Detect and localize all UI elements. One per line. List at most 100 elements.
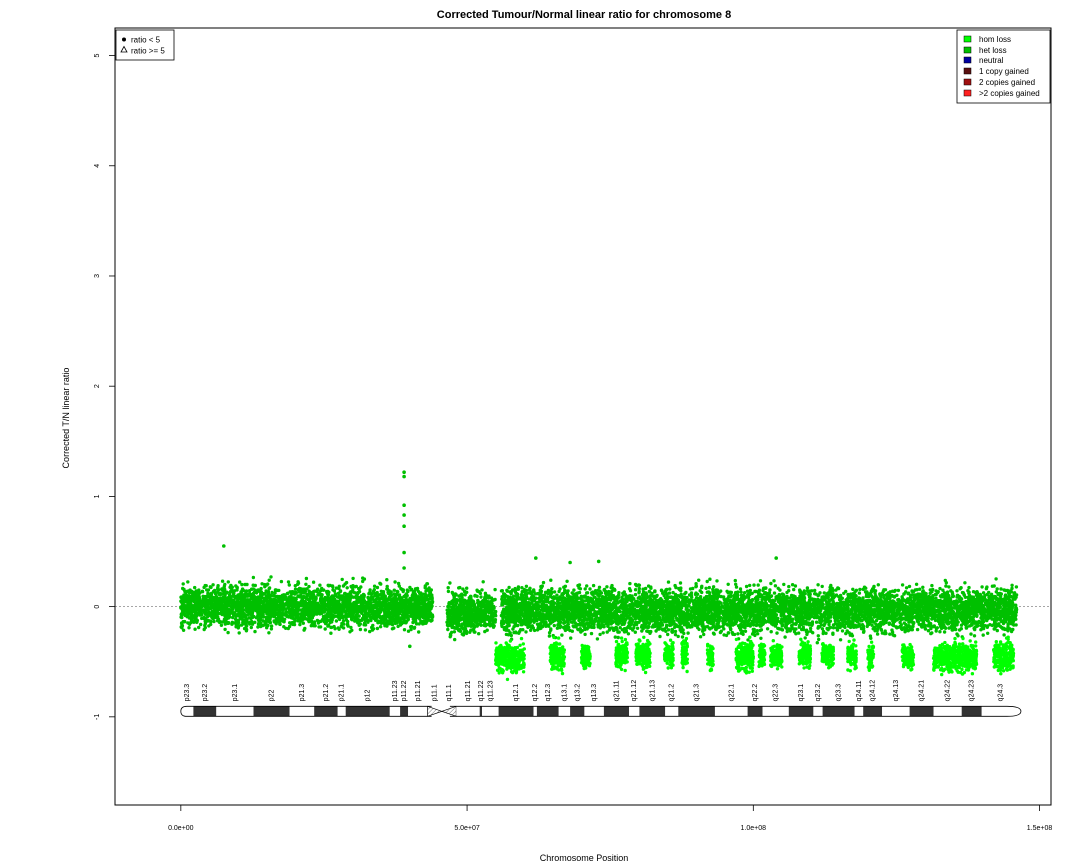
data-point — [235, 600, 239, 605]
data-point — [423, 596, 427, 600]
data-point — [222, 590, 226, 594]
data-point — [203, 621, 208, 626]
data-point — [228, 595, 233, 600]
data-point — [385, 607, 390, 611]
data-point — [267, 601, 271, 605]
data-point — [372, 584, 377, 588]
data-point — [409, 599, 413, 603]
data-point — [181, 582, 185, 586]
data-point — [245, 582, 249, 587]
data-point — [398, 622, 403, 626]
data-point — [446, 586, 450, 590]
data-point — [322, 610, 326, 614]
data-point — [226, 580, 230, 584]
data-point — [375, 626, 380, 631]
data-point — [756, 632, 760, 636]
data-point — [424, 593, 428, 597]
data-point — [360, 618, 364, 622]
data-point — [249, 611, 254, 615]
data-point — [393, 621, 398, 626]
data-point — [256, 625, 260, 629]
data-point — [464, 610, 468, 614]
data-point — [306, 618, 311, 623]
data-point — [301, 621, 305, 625]
data-point — [472, 612, 477, 616]
data-point — [212, 613, 216, 618]
data-point — [275, 588, 279, 593]
data-point — [403, 612, 408, 616]
data-point — [305, 594, 309, 598]
data-point — [335, 614, 339, 618]
data-point — [356, 590, 361, 595]
data-point — [284, 626, 288, 630]
data-point — [296, 601, 300, 605]
data-point — [197, 625, 201, 630]
data-point — [261, 601, 266, 605]
data-point — [269, 627, 274, 631]
data-point — [372, 603, 376, 608]
data-point — [428, 596, 432, 601]
data-point — [396, 624, 400, 629]
data-point — [322, 588, 326, 592]
data-point — [259, 605, 263, 609]
data-point — [353, 619, 357, 623]
data-point — [233, 621, 237, 625]
data-point — [336, 591, 341, 596]
data-point — [219, 623, 224, 627]
data-point — [493, 597, 497, 602]
data-point — [208, 602, 212, 606]
data-point — [325, 591, 329, 595]
data-point — [381, 600, 386, 604]
data-point — [479, 595, 483, 599]
data-point — [448, 635, 452, 639]
data-point — [332, 624, 336, 629]
data-point — [185, 597, 189, 601]
data-point — [349, 625, 353, 630]
data-point — [370, 628, 375, 632]
data-point — [393, 580, 397, 584]
data-point — [340, 577, 344, 582]
data-point — [337, 586, 341, 591]
data-point — [253, 620, 257, 624]
data-point — [254, 608, 258, 613]
data-point — [226, 630, 230, 635]
data-point — [354, 595, 358, 600]
data-point — [294, 608, 298, 612]
data-point — [193, 585, 197, 590]
data-point — [244, 593, 249, 597]
data-point — [357, 595, 362, 600]
data-point — [465, 586, 469, 590]
data-point — [493, 620, 497, 624]
data-point — [232, 603, 236, 608]
data-point — [341, 626, 346, 630]
data-point — [345, 586, 349, 590]
data-point — [479, 623, 483, 627]
data-point — [245, 606, 249, 610]
data-point — [204, 608, 209, 612]
data-point — [397, 612, 402, 616]
data-point — [182, 593, 186, 597]
data-point — [342, 622, 346, 626]
data-point — [200, 602, 204, 607]
data-point — [244, 589, 249, 593]
data-point — [446, 589, 451, 594]
data-point — [223, 627, 227, 632]
data-point — [274, 617, 279, 621]
data-point — [320, 593, 324, 597]
data-point — [469, 628, 473, 632]
data-point — [236, 593, 240, 597]
data-point — [472, 609, 476, 613]
data-point — [419, 597, 424, 601]
data-point — [376, 611, 381, 615]
data-point — [456, 605, 460, 609]
data-point — [304, 603, 309, 607]
data-point — [186, 601, 190, 605]
data-point — [337, 599, 341, 604]
data-point — [186, 594, 190, 598]
data-point — [205, 601, 209, 605]
data-point — [633, 592, 638, 597]
data-point — [296, 580, 300, 584]
data-point — [456, 619, 461, 624]
data-point — [380, 596, 384, 601]
